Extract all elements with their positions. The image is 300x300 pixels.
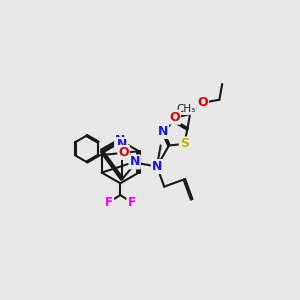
Text: F: F bbox=[105, 196, 113, 208]
Text: O: O bbox=[118, 146, 129, 159]
Text: N: N bbox=[115, 134, 125, 147]
Text: O: O bbox=[197, 96, 208, 109]
Text: F: F bbox=[128, 196, 135, 208]
Text: N: N bbox=[158, 125, 168, 138]
Text: N: N bbox=[117, 138, 127, 151]
Text: N: N bbox=[152, 160, 162, 173]
Text: N: N bbox=[130, 155, 140, 168]
Text: O: O bbox=[169, 111, 180, 124]
Text: CH₃: CH₃ bbox=[176, 104, 195, 114]
Text: S: S bbox=[180, 137, 189, 150]
